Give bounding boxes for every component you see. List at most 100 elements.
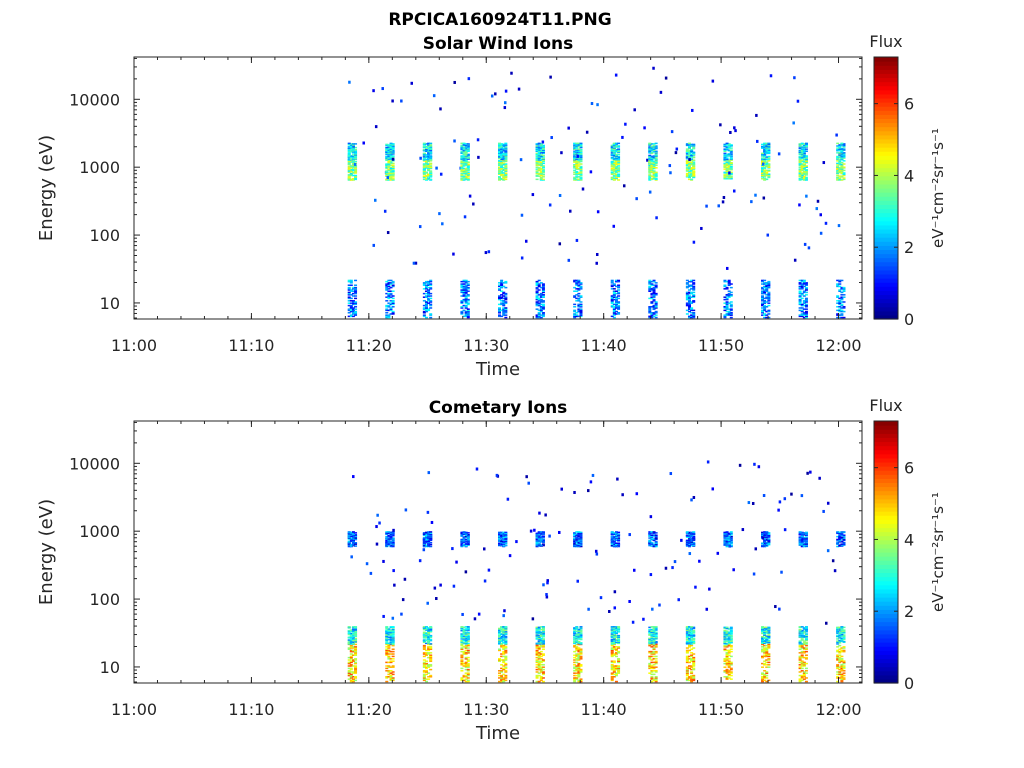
data-pixel: [842, 294, 846, 296]
data-pixel: [537, 626, 541, 629]
data-pixel: [612, 313, 616, 315]
data-pixel: [840, 314, 844, 316]
data-pixel: [727, 153, 731, 155]
data-pixel: [687, 149, 691, 152]
data-pixel: [612, 641, 616, 643]
data-pixel: [391, 537, 395, 539]
data-pixel: [498, 307, 501, 309]
data-pixel: [351, 641, 355, 643]
data-pixel: [614, 304, 618, 307]
data-pixel: [502, 677, 506, 679]
data-pixel: [650, 296, 654, 298]
data-pixel: [464, 680, 468, 683]
data-pixel: [389, 303, 393, 306]
data-pixel: [429, 638, 433, 641]
data-pixel: [349, 531, 353, 534]
data-pixel: [462, 543, 466, 546]
data-pixel: [541, 673, 545, 676]
data-pixel: [687, 315, 691, 318]
data-pixel: [804, 301, 808, 303]
data-pixel: [573, 634, 577, 636]
data-pixel: [354, 633, 358, 635]
data-pixel: [422, 308, 426, 310]
data-pixel: [460, 659, 464, 661]
data-pixel: [422, 532, 426, 534]
data-pixel: [504, 666, 508, 668]
colorbar-tick-label: 4: [904, 166, 914, 185]
data-pixel: [687, 296, 691, 298]
data-pixel: [612, 308, 616, 310]
data-pixel: [351, 171, 355, 174]
data-pixel: [498, 143, 501, 146]
data-pixel: [466, 535, 470, 537]
data-pixel: [842, 155, 846, 157]
data-pixel: [351, 146, 355, 148]
data-pixel: [460, 174, 464, 176]
data-pixel: [387, 653, 391, 655]
data-pixel: [761, 157, 765, 159]
data-pixel: [617, 156, 621, 159]
data-pixel: [575, 653, 579, 655]
data-pixel: [729, 152, 733, 154]
data-pixel: [654, 146, 658, 148]
data-pixel: [725, 166, 729, 168]
data-pixel: [535, 172, 539, 175]
data-pixel: [427, 642, 431, 644]
data-pixel: [654, 312, 658, 314]
data-pixel: [573, 674, 577, 677]
data-pixel: [374, 125, 378, 129]
data-pixel: [502, 665, 506, 667]
data-pixel: [504, 301, 508, 303]
data-pixel: [577, 674, 581, 677]
data-pixel: [351, 654, 355, 656]
data-pixel: [427, 632, 431, 635]
data-pixel: [692, 314, 696, 316]
data-pixel: [387, 296, 391, 298]
data-pixel: [464, 154, 468, 156]
data-pixel: [654, 167, 658, 169]
data-pixel: [537, 662, 541, 665]
data-pixel: [386, 231, 390, 235]
data-pixel: [424, 309, 428, 312]
data-pixel: [460, 306, 464, 308]
data-pixel: [836, 306, 840, 308]
data-pixel: [535, 146, 539, 148]
data-pixel: [575, 284, 579, 286]
data-pixel: [349, 280, 353, 283]
data-pixel: [617, 660, 621, 662]
data-pixel: [617, 297, 621, 300]
data-pixel: [763, 177, 767, 179]
data-pixel: [610, 301, 614, 303]
data-pixel: [840, 294, 844, 296]
data-pixel: [389, 676, 393, 678]
data-pixel: [389, 300, 393, 302]
data-pixel: [466, 314, 470, 316]
data-pixel: [767, 294, 771, 296]
data-pixel: [541, 312, 545, 314]
data-pixel: [537, 146, 541, 149]
data-pixel: [466, 165, 470, 168]
data-pixel: [537, 313, 541, 315]
data-pixel: [427, 286, 431, 289]
data-pixel: [500, 286, 504, 289]
data-pixel: [504, 282, 508, 284]
data-pixel: [761, 143, 765, 146]
data-pixel: [575, 636, 579, 639]
data-pixel: [429, 166, 433, 168]
data-pixel: [385, 531, 389, 533]
data-pixel: [648, 288, 652, 290]
data-pixel: [687, 302, 691, 304]
data-pixel: [614, 303, 618, 306]
data-pixel: [579, 652, 583, 654]
data-pixel: [725, 298, 729, 301]
data-pixel: [577, 303, 581, 306]
data-pixel: [550, 136, 553, 140]
data-pixel: [535, 626, 539, 629]
data-pixel: [502, 634, 506, 636]
data-pixel: [500, 637, 504, 639]
data-pixel: [648, 310, 652, 313]
data-pixel: [385, 626, 389, 628]
data-pixel: [567, 126, 570, 130]
data-pixel: [460, 648, 464, 650]
data-pixel: [804, 304, 808, 307]
